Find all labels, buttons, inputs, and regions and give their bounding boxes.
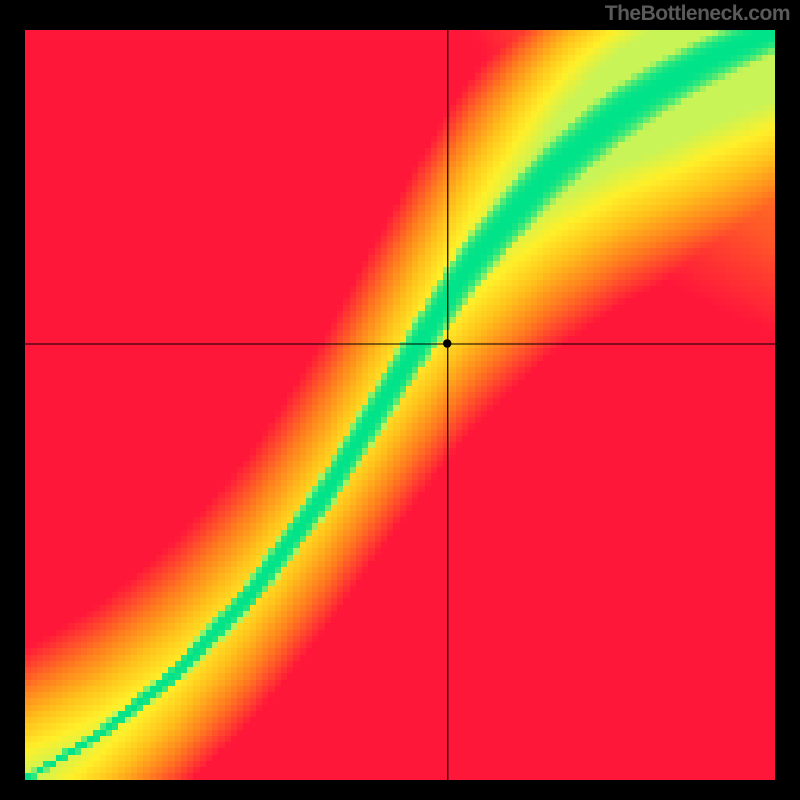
watermark-text: TheBottleneck.com — [605, 2, 790, 26]
heatmap-canvas — [25, 30, 775, 780]
heatmap-chart — [25, 30, 775, 780]
